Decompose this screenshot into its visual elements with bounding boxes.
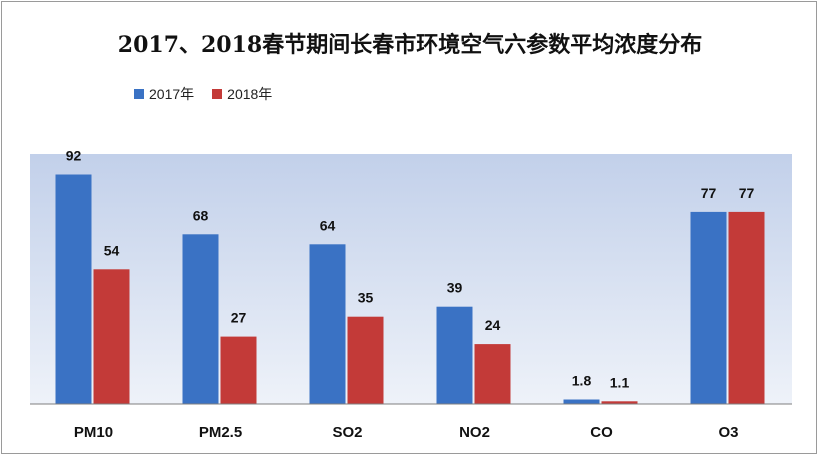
bar-2018-o3: [728, 211, 765, 404]
bar-2017-no2: [436, 306, 473, 404]
x-tick-label-pm10: PM10: [74, 424, 113, 441]
plot-area: [30, 154, 792, 404]
bar-2018-co: [601, 401, 638, 404]
data-label-2018-pm25: 27: [231, 310, 247, 326]
chart-legend: 2017年 2018年: [134, 84, 290, 104]
legend-item-2018: 2018年: [212, 84, 272, 104]
bar-2017-co: [563, 399, 600, 404]
data-label-2018-no2: 24: [485, 317, 501, 333]
chart-title: 2017、2018春节期间长春市环境空气六参数平均浓度分布: [117, 32, 703, 58]
x-tick-label-co: CO: [590, 424, 613, 441]
x-tick-label-no2: NO2: [459, 424, 490, 441]
legend-item-2017: 2017年: [134, 84, 194, 104]
data-label-2018-pm10: 54: [104, 242, 120, 258]
data-label-2018-so2: 35: [358, 290, 374, 306]
legend-label-2018: 2018年: [227, 86, 273, 102]
x-tick-label-o3: O3: [718, 424, 738, 441]
legend-swatch-2017: [134, 89, 144, 99]
bar-2018-pm25: [220, 336, 257, 404]
data-label-2017-no2: 39: [447, 280, 463, 296]
data-label-2017-co: 1.8: [572, 373, 592, 389]
legend-swatch-2018: [212, 89, 223, 99]
x-tick-label-so2: SO2: [332, 424, 362, 441]
data-label-2017-so2: 64: [320, 217, 336, 233]
data-label-2018-co: 1.1: [610, 374, 630, 390]
bar-2018-so2: [347, 316, 384, 404]
bar-2018-no2: [474, 344, 511, 404]
data-label-2017-pm25: 68: [193, 207, 209, 223]
legend-label-2017: 2017年: [149, 86, 195, 102]
x-tick-label-pm25: PM2.5: [199, 424, 242, 441]
bar-2017-o3: [690, 211, 727, 404]
bar-2017-so2: [309, 244, 346, 404]
data-label-2018-o3: 77: [739, 185, 755, 201]
bar-2018-pm10: [93, 269, 130, 404]
data-label-2017-o3: 77: [701, 185, 717, 201]
bar-2017-pm25: [182, 234, 219, 404]
bar-2017-pm10: [55, 174, 92, 404]
data-label-2017-pm10: 92: [66, 148, 82, 164]
